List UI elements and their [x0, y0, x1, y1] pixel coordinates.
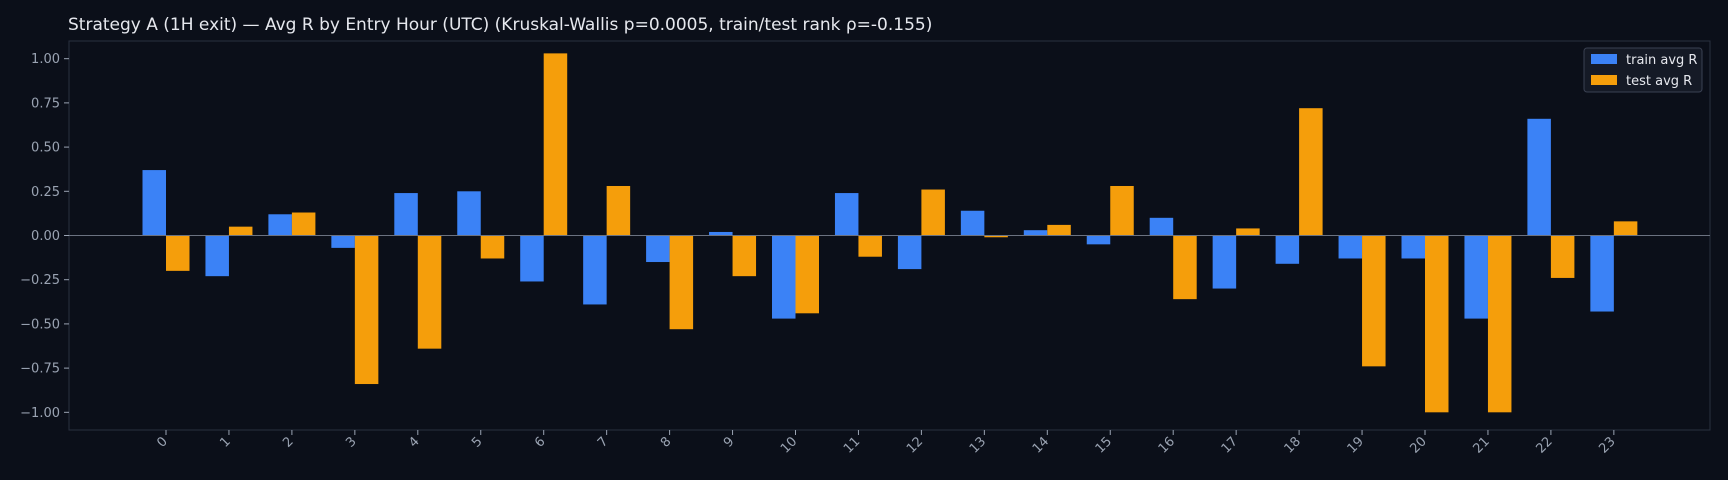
train-bar-hour-19 [1338, 235, 1363, 259]
test-bar-hour-19 [1362, 235, 1386, 367]
train-bar-hour-6 [520, 235, 544, 282]
test-bar-hour-0 [166, 235, 190, 271]
train-bar-hour-23 [1590, 235, 1614, 312]
test-bar-hour-10 [795, 235, 819, 314]
y-tick-label: −0.25 [20, 273, 60, 288]
test-bar-hour-4 [417, 235, 442, 349]
y-tick-label: 0.75 [31, 96, 60, 111]
train-bar-hour-15 [1086, 235, 1111, 245]
test-bar-hour-9 [732, 235, 757, 277]
chart-title: Strategy A (1H exit) — Avg R by Entry Ho… [68, 15, 932, 35]
legend-label-train: train avg R [1626, 53, 1697, 68]
train-bar-hour-4 [394, 193, 418, 236]
train-bar-hour-5 [457, 191, 481, 236]
test-bar-hour-20 [1425, 235, 1449, 413]
train-bar-hour-2 [268, 214, 292, 236]
test-bar-hour-16 [1173, 235, 1197, 300]
test-bar-hour-1 [228, 226, 253, 236]
test-bar-hour-8 [669, 235, 694, 330]
test-bar-hour-3 [354, 235, 379, 385]
test-bar-hour-14 [1047, 224, 1071, 236]
train-bar-hour-21 [1464, 235, 1488, 319]
test-bar-hour-15 [1110, 185, 1134, 236]
train-bar-hour-3 [331, 235, 355, 248]
train-bar-hour-18 [1275, 235, 1300, 264]
legend-label-test: test avg R [1626, 74, 1692, 89]
train-bar-hour-14 [1023, 230, 1048, 236]
test-bar-hour-5 [480, 235, 505, 259]
test-bar-hour-12 [921, 189, 945, 236]
train-bar-hour-12 [897, 235, 922, 270]
y-tick-label: 0.00 [31, 229, 60, 244]
y-tick-label: −0.75 [20, 362, 60, 377]
train-bar-hour-1 [205, 235, 229, 277]
y-tick-label: 1.00 [31, 52, 60, 67]
legend-swatch-train [1591, 54, 1617, 64]
y-tick-label: 0.25 [31, 185, 60, 200]
test-bar-hour-17 [1236, 228, 1260, 236]
test-bar-hour-22 [1550, 235, 1575, 278]
y-tick-label: −0.50 [20, 317, 60, 332]
legend-swatch-test [1591, 75, 1617, 85]
legend: train avg R test avg R [1583, 47, 1703, 93]
train-bar-hour-20 [1401, 235, 1425, 259]
train-bar-hour-16 [1149, 217, 1174, 236]
train-bar-hour-0 [142, 170, 166, 236]
test-bar-hour-2 [291, 212, 316, 236]
y-tick-label: −1.00 [20, 406, 60, 421]
test-bar-hour-18 [1299, 108, 1323, 236]
train-bar-hour-9 [709, 231, 733, 236]
test-bar-hour-21 [1487, 235, 1512, 413]
train-bar-hour-7 [583, 235, 607, 305]
bars-group [142, 53, 1638, 413]
train-bar-hour-17 [1212, 235, 1237, 289]
train-bar-hour-13 [960, 210, 985, 236]
test-bar-hour-7 [606, 185, 631, 236]
test-bar-hour-13 [984, 235, 1008, 238]
test-bar-hour-11 [858, 235, 882, 257]
train-bar-hour-11 [834, 193, 859, 236]
test-bar-hour-23 [1613, 221, 1638, 236]
train-bar-hour-10 [772, 235, 796, 319]
train-bar-hour-8 [646, 235, 670, 263]
test-bar-hour-6 [543, 53, 568, 236]
y-tick-label: 0.50 [31, 141, 60, 156]
train-bar-hour-22 [1527, 118, 1551, 236]
y-axis: 1.00 0.75 0.50 0.25 0.00 −0.25 −0.50 −0.75 −1.00 [20, 52, 69, 421]
